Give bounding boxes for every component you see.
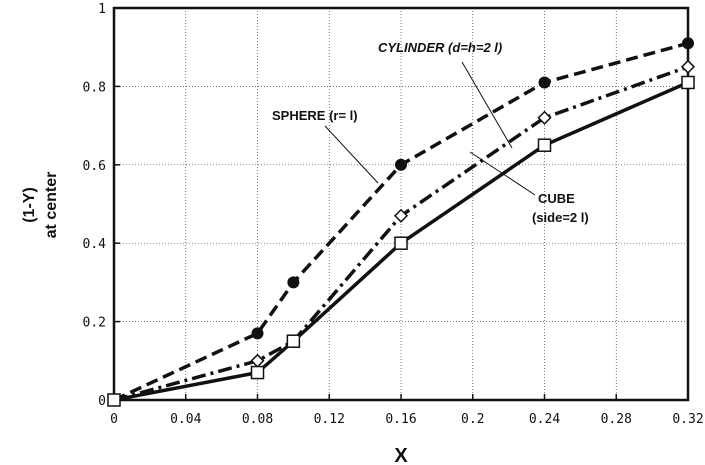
cylinder-leader-line [461,61,513,149]
y-tick-label: 0.4 [83,237,107,252]
x-tick-label: 0.28 [601,412,632,427]
cube-leader-line [469,151,536,196]
y-axis-title-line1: (1-Y) [21,187,38,223]
y-tick-label: 0 [98,394,106,409]
y-tick-label: 0.8 [83,80,106,95]
x-tick-label: 0.04 [170,412,201,427]
cylinder-label: CYLINDER (d=h=2 l) [378,40,502,55]
x-tick-label: 0.16 [385,412,416,427]
cylinder-marker [537,110,552,125]
tick-labels: 0 0.04 0.08 0.12 0.16 0.2 0.24 0.28 0.32 0 0.2 0.4 0… [83,2,704,427]
cube-label-line1: CUBE [538,191,575,206]
y-tick-label: 0.6 [83,159,106,174]
x-axis-title: X [394,445,408,465]
x-tick-label: 0.2 [461,412,484,427]
x-tick-label: 0 [110,412,118,427]
x-tick-label: 0.08 [242,412,273,427]
sphere-label: SPHERE (r= l) [272,108,358,123]
sphere-series-line [113,41,689,402]
cube-marker [250,365,265,380]
sphere-marker [251,327,264,340]
cylinder-marker [393,208,409,223]
series [113,41,689,402]
cube-marker [681,75,695,90]
x-tick-label: 0.12 [314,412,345,427]
cube-marker [107,393,121,407]
annotations: CYLINDER (d=h=2 l) SPHERE (r= l) CUBE (s… [272,40,589,225]
grid [114,8,688,400]
cube-marker [286,334,301,348]
sphere-marker [287,276,300,289]
y-tick-label: 1 [98,2,106,17]
sphere-marker [538,76,551,89]
x-tick-label: 0.24 [529,412,560,427]
markers [106,37,696,408]
cylinder-marker [680,59,696,74]
y-tick-label: 0.2 [83,316,106,331]
cylinder-series-line [113,65,689,402]
cube-marker [394,236,408,250]
cube-label-line2: (side=2 l) [532,210,589,225]
cube-marker [537,138,552,152]
y-axis-title-line2: at center [43,172,60,239]
x-tick-label: 0.32 [672,412,703,427]
sphere-marker [682,37,694,50]
cube-series-line [113,80,689,402]
sphere-marker [395,158,407,171]
y-axis-title: (1-Y) at center [21,172,60,239]
sphere-leader-line [324,125,379,184]
